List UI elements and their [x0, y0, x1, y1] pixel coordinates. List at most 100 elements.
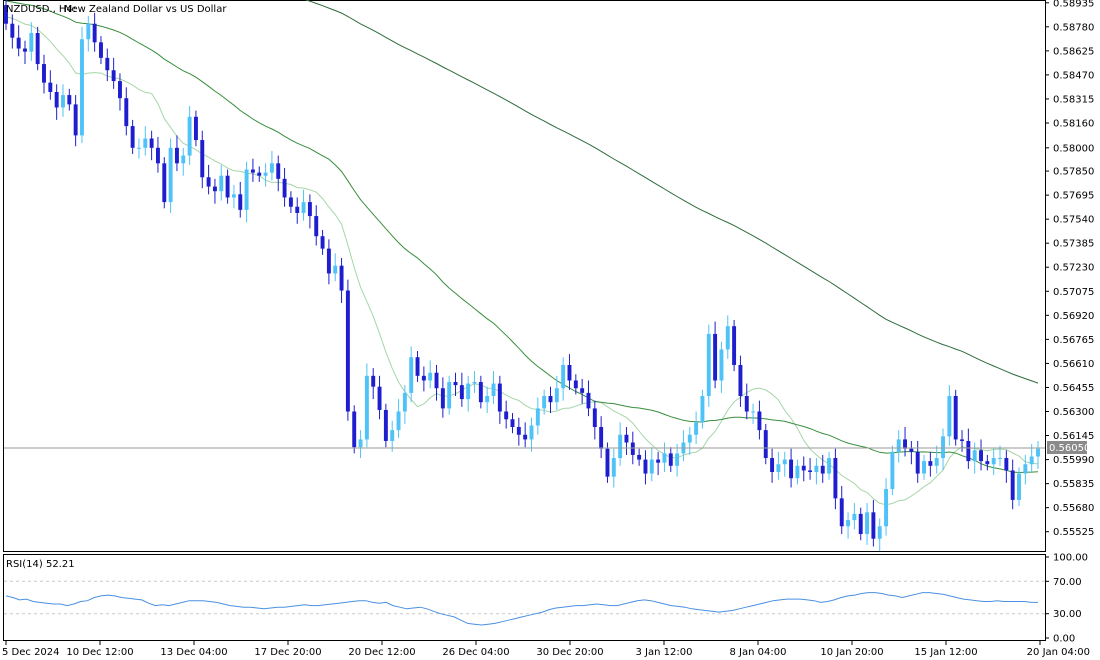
ma-line-ma_slow	[304, 0, 1039, 384]
rsi-levels	[4, 580, 1045, 615]
rsi-polyline	[5, 592, 1038, 626]
candle-body	[396, 411, 401, 431]
candle-body	[668, 453, 673, 466]
candle-body	[662, 453, 667, 463]
current-price-label-bg	[1047, 441, 1087, 454]
candle-body	[903, 439, 908, 449]
candle-body	[770, 458, 775, 472]
candle-body	[1004, 458, 1009, 471]
chart-description: New Zealand Dollar vs US Dollar	[64, 4, 227, 15]
candle-body	[839, 498, 844, 527]
candle-body	[1010, 470, 1015, 500]
candle-body	[928, 461, 933, 466]
candle-body	[497, 383, 502, 412]
candle-body	[212, 186, 217, 192]
candle-body	[656, 459, 661, 463]
price-tick-label: 0.57540	[1053, 215, 1094, 226]
candle-body	[99, 42, 103, 58]
candle-body	[383, 409, 388, 441]
candle-body	[269, 163, 274, 173]
candle-body	[915, 451, 920, 474]
candle-body	[314, 216, 319, 237]
candle-body	[263, 172, 268, 176]
candle-body	[352, 411, 357, 448]
candle-body	[833, 458, 838, 499]
candle-body	[434, 372, 439, 389]
candle-body	[694, 422, 699, 435]
time-tick-label: 17 Dec 20:00	[254, 647, 321, 658]
candle-body	[339, 265, 344, 291]
candle-body	[991, 458, 996, 465]
candle-body	[776, 464, 781, 472]
candle-body	[618, 434, 623, 459]
candle-body	[491, 383, 496, 396]
candle-body	[523, 434, 528, 440]
ma-line-ma_fast	[5, 16, 1039, 506]
price-tick-label: 0.57695	[1053, 191, 1094, 202]
rsi-tick-label: 100.00	[1053, 553, 1088, 564]
candle-body	[896, 439, 901, 452]
candle-body	[852, 513, 857, 521]
candle-body	[10, 23, 15, 38]
candle-body	[979, 450, 983, 462]
candle-body	[231, 194, 236, 198]
candle-body	[288, 197, 293, 207]
candle-body	[675, 453, 680, 466]
candle-body	[814, 465, 819, 472]
candle-body	[1036, 448, 1040, 457]
candle-body	[567, 364, 572, 381]
candle-body	[700, 395, 705, 423]
candle-body	[333, 265, 338, 274]
time-tick-label: 3 Jan 12:00	[636, 647, 693, 658]
candle-body	[371, 375, 376, 387]
candle-body	[35, 33, 40, 65]
price-tick-label: 0.58625	[1053, 46, 1094, 57]
time-tick-label: 10 Jan 20:00	[820, 647, 883, 658]
price-tick-label: 0.57230	[1053, 263, 1094, 274]
time-tick-label: 20 Dec 12:00	[348, 647, 415, 658]
candle-body	[73, 104, 78, 136]
price-tick-label: 0.56765	[1053, 335, 1094, 346]
candle-body	[155, 147, 160, 164]
candle-body	[966, 440, 971, 462]
candle-body	[713, 333, 718, 381]
price-tick-label: 0.55990	[1053, 455, 1094, 466]
price-tick-label: 0.57850	[1053, 167, 1094, 178]
candle-body	[763, 430, 768, 459]
candle-body	[250, 169, 255, 173]
candle-body	[985, 461, 990, 465]
candle-body	[947, 395, 952, 437]
price-tick-label: 0.58160	[1053, 118, 1094, 129]
rsi-label: RSI(14) 52.21	[6, 559, 75, 570]
candle-body	[1029, 456, 1034, 465]
candle-body	[200, 140, 205, 178]
candle-body	[782, 459, 787, 465]
candle-body	[624, 434, 629, 443]
candle-body	[244, 169, 249, 210]
candle-body	[29, 33, 34, 52]
candle-body	[744, 395, 749, 412]
candle-body	[649, 459, 654, 474]
candle-body	[453, 382, 458, 386]
candle-body	[219, 175, 224, 192]
rsi-panel-frame	[3, 554, 1046, 641]
candle-body	[86, 23, 91, 40]
candle-body	[934, 458, 939, 466]
candle-body	[390, 430, 395, 441]
candle-body	[295, 206, 300, 213]
time-tick-label: 5 Dec 2024	[2, 647, 60, 658]
candle-body	[92, 23, 97, 43]
candle-body	[592, 408, 597, 428]
candle-body	[687, 434, 692, 443]
candle-body	[364, 375, 369, 440]
candle-body	[257, 172, 262, 176]
candle-body	[428, 372, 433, 381]
candle-body	[206, 177, 211, 187]
candle-body	[447, 382, 452, 409]
candle-body	[535, 408, 540, 426]
candle-body	[637, 454, 642, 460]
candle-body	[884, 489, 889, 527]
time-tick-label: 8 Jan 04:00	[730, 647, 787, 658]
rsi-tick-label: 0.00	[1053, 634, 1075, 645]
